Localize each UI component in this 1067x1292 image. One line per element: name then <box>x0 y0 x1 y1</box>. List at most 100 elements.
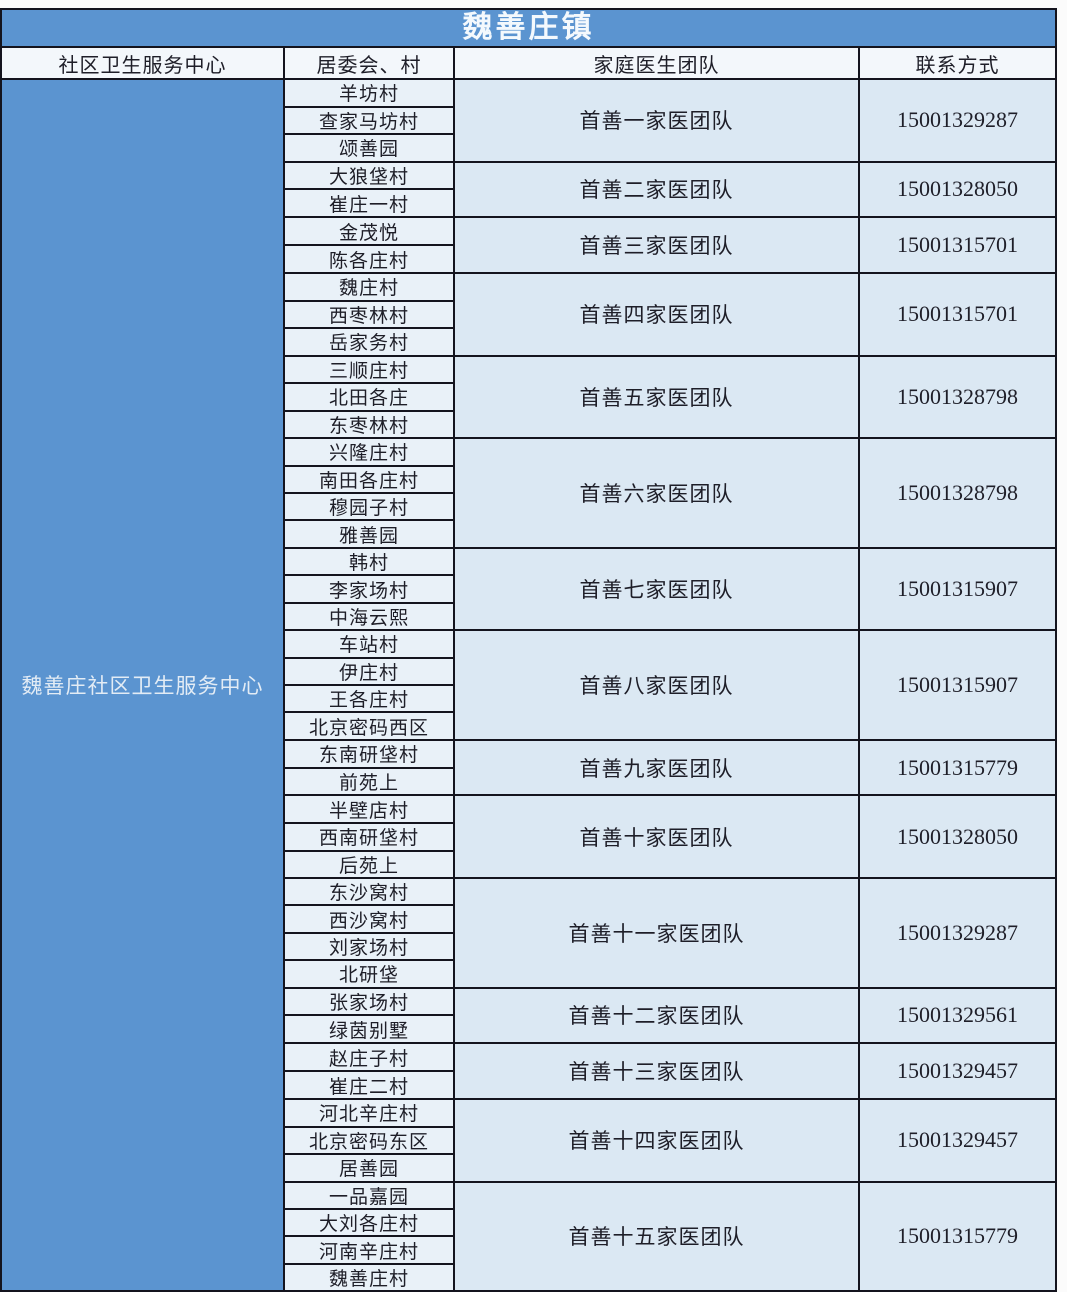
village-cell: 大刘各庄村 <box>285 1210 453 1238</box>
village-cell: 三顺庄村 <box>285 357 453 385</box>
village-cell: 魏庄村 <box>285 274 453 302</box>
doctor-team-cell: 首善十一家医团队 <box>455 879 860 987</box>
village-cell: 崔庄一村 <box>328 194 409 216</box>
table-header-row: 社区卫生服务中心 居委会、村 家庭医生团队 联系方式 <box>2 48 1055 80</box>
doctor-team-cell: 首善九家医团队 <box>455 740 860 795</box>
village-list: 东沙窝村 西沙窝村 刘家场村 北研垡 <box>285 879 455 987</box>
doctor-team-group-row: 东南研垡村 前苑上 首善九家医团队 15001315779 <box>285 740 1055 797</box>
village-cell: 东南研垡村 <box>285 741 453 769</box>
village-cell: 颂善园 <box>338 139 399 161</box>
contact-phone-cell: 15001315779 <box>860 1182 1055 1291</box>
village-cell: 韩村 <box>285 549 453 577</box>
village-cell: 北研垡 <box>338 965 399 987</box>
contact-phone-cell: 15001315701 <box>860 218 1055 273</box>
village-cell: 兴隆庄村 <box>285 439 453 467</box>
contact-phone-cell: 15001328798 <box>860 356 1055 438</box>
contact-phone-cell: 15001315701 <box>860 274 1055 355</box>
village-cell: 北京密码东区 <box>285 1128 453 1156</box>
village-cell: 绿茵别墅 <box>328 1020 409 1042</box>
table-body-groups: 羊坊村 查家马坊村 颂善园 首善一家医团队 15001329287 大狼垡村 崔庄一村 首善二… <box>285 80 1055 1291</box>
village-cell: 张家场村 <box>285 989 453 1017</box>
village-cell: 前苑上 <box>338 773 399 795</box>
village-cell: 后苑上 <box>338 855 399 877</box>
contact-phone-cell: 15001328798 <box>860 439 1055 547</box>
contact-phone-cell: 15001329287 <box>860 80 1055 161</box>
village-cell: 伊庄村 <box>285 659 453 687</box>
doctor-team-cell: 首善六家医团队 <box>455 439 860 547</box>
doctor-team-cell: 首善十三家医团队 <box>455 1044 860 1098</box>
contact-phone-cell: 15001328050 <box>860 796 1055 878</box>
doctor-team-cell: 首善二家医团队 <box>455 162 860 217</box>
village-cell: 李家场村 <box>285 576 453 604</box>
contact-phone-cell: 15001329457 <box>860 1100 1055 1181</box>
village-cell: 陈各庄村 <box>328 250 409 272</box>
table-body: 魏善庄社区卫生服务中心 羊坊村 查家马坊村 颂善园 首善一家医团队 1500132928… <box>2 80 1055 1291</box>
village-cell: 中海云熙 <box>328 608 409 630</box>
doctor-team-group-row: 三顺庄村 北田各庄东枣林村 首善五家医团队 15001328798 <box>285 356 1055 440</box>
village-cell: 东枣林村 <box>328 415 409 437</box>
doctor-team-group-row: 一品嘉园 大刘各庄村 河南辛庄村 魏善庄村 首善十五家医团队 15001315779 <box>285 1182 1055 1291</box>
village-cell: 北田各庄 <box>285 384 453 412</box>
village-cell: 一品嘉园 <box>285 1183 453 1210</box>
contact-phone-cell: 15001329287 <box>860 879 1055 987</box>
doctor-team-cell: 首善八家医团队 <box>455 631 860 739</box>
village-cell: 半壁店村 <box>285 796 453 825</box>
column-header-village: 居委会、村 <box>285 48 455 78</box>
doctor-team-cell: 首善十四家医团队 <box>455 1100 860 1181</box>
doctor-team-group-row: 东沙窝村 西沙窝村 刘家场村 北研垡 首善十一家医团队 15001329287 <box>285 879 1055 989</box>
village-cell: 岳家务村 <box>328 333 409 355</box>
village-cell: 南田各庄村 <box>285 467 453 494</box>
village-cell: 雅善园 <box>338 525 399 547</box>
village-cell: 西枣林村 <box>285 302 453 330</box>
village-cell: 王各庄村 <box>285 686 453 714</box>
contact-phone-cell: 15001329561 <box>860 988 1055 1043</box>
village-cell: 河南辛庄村 <box>285 1237 453 1265</box>
village-cell: 大狼垡村 <box>285 163 453 191</box>
column-header-doctor-team: 家庭医生团队 <box>455 48 860 78</box>
village-list: 东南研垡村 前苑上 <box>285 740 455 795</box>
village-cell: 穆园子村 <box>285 494 453 522</box>
table-title: 魏善庄镇 <box>2 10 1055 48</box>
contact-phone-cell: 15001315779 <box>860 740 1055 795</box>
village-cell: 河北辛庄村 <box>285 1100 453 1128</box>
village-cell: 北京密码西区 <box>308 717 429 739</box>
column-header-contact: 联系方式 <box>915 54 1000 77</box>
village-cell: 金茂悦 <box>285 218 453 247</box>
doctor-team-cell: 首善一家医团队 <box>455 80 860 161</box>
doctor-team-group-row: 赵庄子村 崔庄二村 首善十三家医团队 15001329457 <box>285 1044 1055 1100</box>
village-cell: 查家马坊村 <box>285 108 453 136</box>
contact-phone-cell: 15001328050 <box>860 162 1055 217</box>
contact-phone-cell: 15001315907 <box>860 631 1055 739</box>
village-cell: 崔庄二村 <box>328 1076 409 1098</box>
village-list: 魏庄村 西枣林村岳家务村 <box>285 274 455 355</box>
village-list: 金茂悦 陈各庄村 <box>285 218 455 273</box>
doctor-team-cell: 首善十二家医团队 <box>455 988 860 1043</box>
village-list: 韩村 李家场村中海云熙 <box>285 548 455 630</box>
doctor-team-group-row: 河北辛庄村 北京密码东区 居善园 首善十四家医团队 15001329457 <box>285 1100 1055 1183</box>
village-cell: 西南研垡村 <box>285 824 453 852</box>
village-cell: 羊坊村 <box>285 80 453 108</box>
doctor-team-group-row: 韩村 李家场村 中海云熙 首善七家医团队 15001315907 <box>285 548 1055 632</box>
village-cell: 居善园 <box>338 1159 399 1181</box>
village-list: 一品嘉园 大刘各庄村 河南辛庄村魏善庄村 <box>285 1182 455 1291</box>
doctor-teams-table: 魏善庄镇 社区卫生服务中心 居委会、村 家庭医生团队 联系方式 魏善庄社区卫生服… <box>0 8 1057 1292</box>
village-cell: 魏善庄村 <box>328 1268 409 1290</box>
village-cell: 刘家场村 <box>285 934 453 962</box>
doctor-team-cell: 首善四家医团队 <box>455 274 860 355</box>
contact-phone-cell: 15001315907 <box>860 548 1055 630</box>
doctor-team-group-row: 半壁店村 西南研垡村 后苑上 首善十家医团队 15001328050 <box>285 796 1055 880</box>
doctor-team-cell: 首善五家医团队 <box>455 356 860 438</box>
village-list: 半壁店村 西南研垡村后苑上 <box>285 796 455 878</box>
village-cell: 赵庄子村 <box>285 1044 453 1073</box>
doctor-team-group-row: 大狼垡村崔庄一村 首善二家医团队 15001328050 <box>285 162 1055 219</box>
health-center-cell: 魏善庄社区卫生服务中心 <box>2 80 285 1290</box>
village-list: 羊坊村 查家马坊村颂善园 <box>285 80 455 161</box>
village-list: 河北辛庄村 北京密码东区居善园 <box>285 1100 455 1181</box>
village-cell: 东沙窝村 <box>285 879 453 907</box>
doctor-team-group-row: 羊坊村 查家马坊村 颂善园 首善一家医团队 15001329287 <box>285 80 1055 163</box>
village-list: 车站村 伊庄村 王各庄村 北京密码西区 <box>285 631 455 739</box>
doctor-team-cell: 首善七家医团队 <box>455 548 860 630</box>
doctor-team-group-row: 魏庄村 西枣林村 岳家务村 首善四家医团队 15001315701 <box>285 274 1055 357</box>
village-list: 赵庄子村 崔庄二村 <box>285 1044 455 1098</box>
